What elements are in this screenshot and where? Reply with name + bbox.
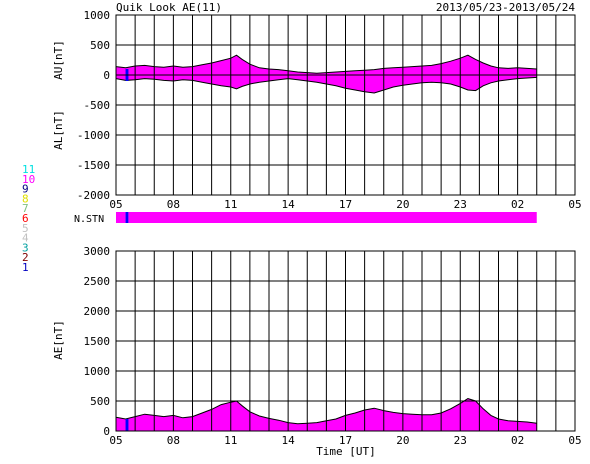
x-tick-label: 23 (454, 198, 467, 211)
y-tick-label: 1500 (84, 335, 111, 348)
x-tick-label: 05 (109, 434, 122, 447)
y-tick-label: 0 (103, 425, 110, 438)
ae-panel: 3000 2500 2000 1500 1000 500 0 05 08 11 14 17 20 23 0… (52, 245, 582, 458)
x-tick-label: 14 (282, 198, 296, 211)
x-tick-label: 20 (396, 434, 409, 447)
legend-station-5: 5 (22, 222, 29, 235)
y-tick-label: 1000 (84, 365, 111, 378)
station-count-panel: N.STN (74, 212, 537, 225)
y-tick-label: 500 (90, 395, 110, 408)
nstn-label: N.STN (74, 214, 104, 225)
y-tick-label: 3000 (84, 245, 111, 258)
legend-station-3: 3 (22, 241, 29, 254)
legend-station-9: 9 (22, 183, 29, 196)
stn-segment (125, 212, 129, 223)
x-tick-label: 02 (511, 198, 524, 211)
x-tick-label: 11 (224, 434, 237, 447)
al-axis-label: AL[nT] (52, 110, 65, 150)
legend-station-2: 2 (22, 251, 29, 264)
legend-station-8: 8 (22, 192, 29, 205)
x-tick-label: 08 (167, 434, 180, 447)
x-tick-label: 20 (396, 198, 409, 211)
ae-area (116, 398, 537, 431)
au-al-panel: 1000 500 0 -500 -1000 -1500 -2000 05 08 11 14 17 20… (52, 9, 582, 211)
y-tick-label: 500 (90, 39, 110, 52)
x-tick-label: 05 (568, 198, 581, 211)
x-tick-label: 11 (224, 198, 237, 211)
x-tick-label: 05 (109, 198, 122, 211)
legend-station-11: 11 (22, 163, 35, 176)
date-range-label: 2013/05/23-2013/05/24 (436, 1, 575, 14)
x-tick-label: 02 (511, 434, 524, 447)
chart-title: Quik Look AE(11) (116, 1, 222, 14)
x-tick-label: 14 (282, 434, 296, 447)
time-axis-label: Time [UT] (316, 445, 376, 458)
y-tick-label: -2000 (77, 189, 110, 202)
x-tick-label: 23 (454, 434, 467, 447)
y-tick-label: 1000 (84, 9, 111, 22)
x-tick-label: 17 (339, 434, 352, 447)
y-tick-label: 2000 (84, 305, 111, 318)
legend-station-6: 6 (22, 212, 29, 225)
x-tick-label: 17 (339, 198, 352, 211)
y-tick-label: -1500 (77, 159, 110, 172)
legend-station-7: 7 (22, 202, 29, 215)
au-axis-label: AU[nT] (52, 40, 65, 80)
ae-axis-label: AE[nT] (52, 320, 65, 360)
y-tick-label: -1000 (77, 129, 110, 142)
y-tick-label: 2500 (84, 275, 111, 288)
y-tick-label: 0 (103, 69, 110, 82)
x-tick-label: 08 (167, 198, 180, 211)
ae-blue-marker (125, 419, 129, 431)
legend-station-10: 10 (22, 173, 35, 186)
legend-station-1: 1 (22, 261, 29, 274)
x-tick-label: 05 (568, 434, 581, 447)
legend-station-4: 4 (22, 232, 29, 245)
stn-segment (128, 212, 537, 223)
y-tick-label: -500 (84, 99, 111, 112)
stn-segment (116, 212, 126, 223)
